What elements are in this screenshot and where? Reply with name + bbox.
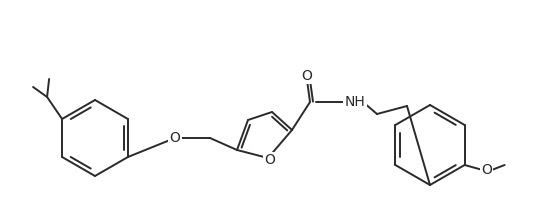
Text: O: O xyxy=(169,131,181,145)
Text: O: O xyxy=(301,69,313,83)
Text: O: O xyxy=(481,163,492,177)
Text: O: O xyxy=(265,153,275,167)
Text: NH: NH xyxy=(345,95,365,109)
